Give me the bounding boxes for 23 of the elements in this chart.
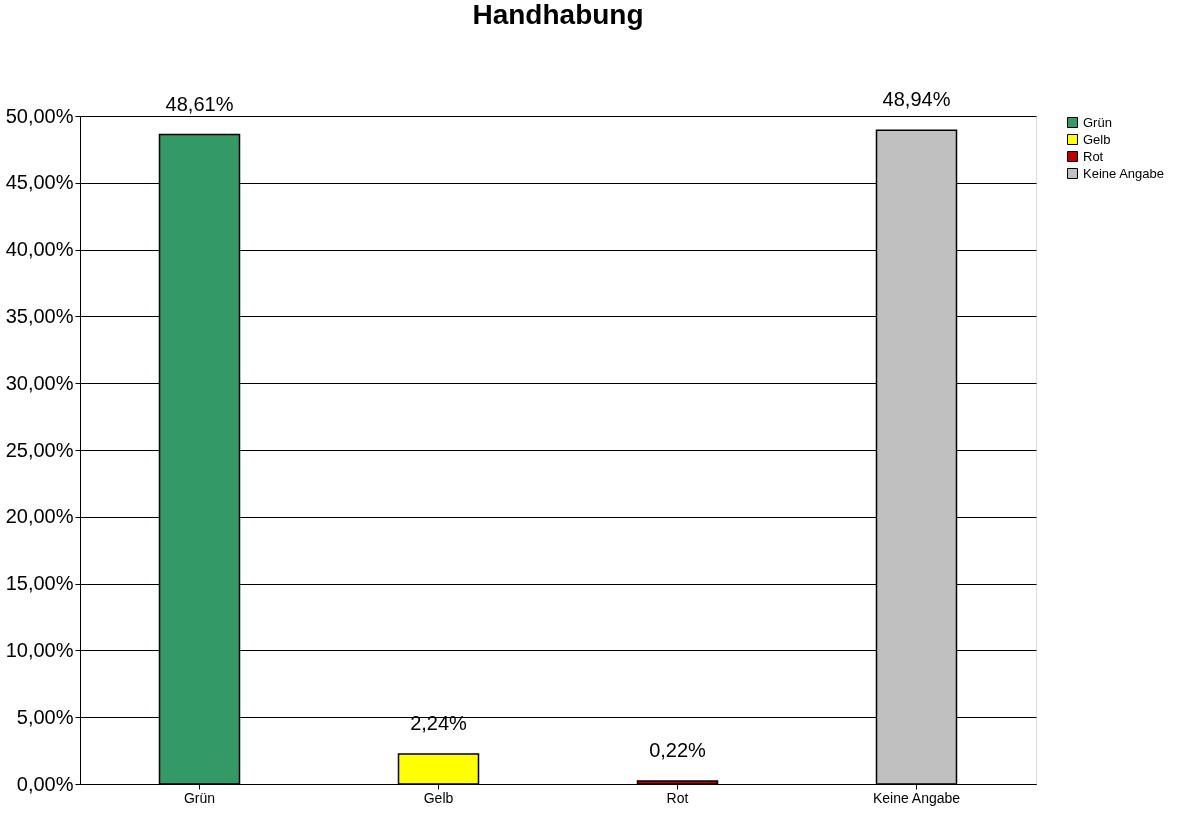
x-tick-label: Gelb [423,789,454,806]
legend-label: Gelb [1083,131,1111,147]
data-label: 48,61% [165,92,234,115]
data-label: 0,22% [649,739,707,762]
y-tick-label: 40,00% [5,238,74,261]
y-tick-label: 10,00% [5,638,74,661]
x-tick-label: Rot [666,789,689,806]
y-tick-label: 0,00% [16,772,74,795]
y-tick-label: 5,00% [16,705,74,728]
y-tick-label: 50,00% [5,104,74,127]
y-tick-label: 20,00% [5,505,74,528]
legend-label: Grün [1083,114,1112,130]
x-tick-label: Keine Angabe [872,789,961,806]
legend-label: Keine Angabe [1083,165,1164,181]
x-tick-label: Grün [183,789,216,806]
chart-title: Handhabung [472,0,644,31]
y-tick-label: 45,00% [5,171,74,194]
y-tick-label: 15,00% [5,572,74,595]
legend-label: Rot [1083,148,1104,164]
y-tick-label: 25,00% [5,438,74,461]
data-label: 48,94% [882,88,951,111]
y-tick-label: 30,00% [5,371,74,394]
y-tick-label: 35,00% [5,304,74,327]
